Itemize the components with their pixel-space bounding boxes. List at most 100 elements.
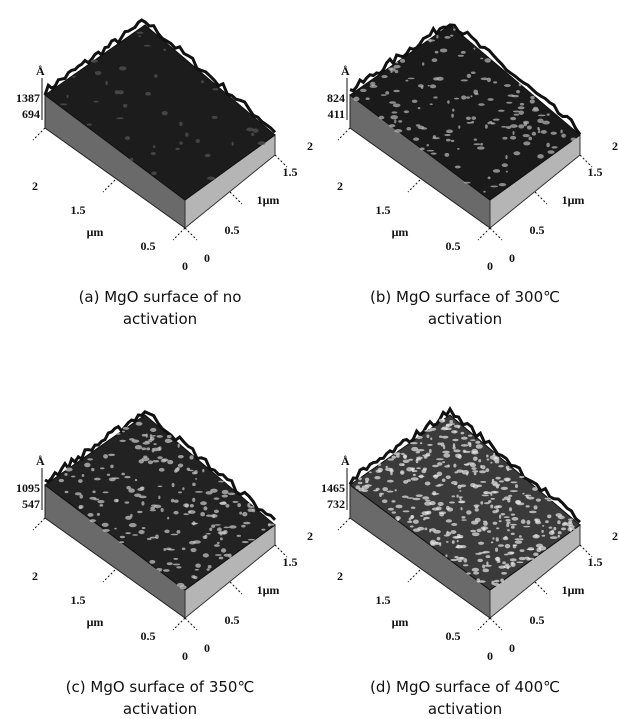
surface-grain	[430, 541, 435, 544]
surface-grain	[130, 514, 132, 517]
surface-grain	[454, 425, 461, 428]
z-unit: Å	[341, 454, 350, 468]
surface-grain	[478, 542, 484, 545]
surface-grain	[506, 522, 510, 524]
surface-grain	[457, 540, 459, 542]
surface-grain	[458, 500, 465, 503]
surface-grain	[390, 115, 398, 119]
surface-grain	[553, 527, 556, 531]
surface-grain	[65, 491, 69, 493]
z-unit: Å	[36, 454, 45, 468]
surface-grain	[443, 453, 450, 458]
surface-grain	[471, 521, 478, 525]
surface-grain	[207, 176, 215, 179]
surface-grain	[471, 449, 478, 454]
surface-grain	[486, 555, 491, 558]
surface-grain	[486, 455, 489, 458]
surface-grain	[560, 130, 562, 134]
surface-grain	[149, 560, 155, 564]
surface-grain	[544, 498, 550, 500]
surface-grain	[411, 506, 415, 509]
surface-grain	[124, 476, 130, 478]
surface-grain	[510, 481, 517, 483]
surface-grain	[237, 535, 241, 537]
surface-grain	[163, 548, 166, 551]
surface-grain	[413, 520, 419, 524]
surface-grain	[190, 548, 196, 552]
surface-grain	[93, 498, 99, 500]
surface-grain	[527, 497, 535, 500]
surface-grain	[241, 525, 245, 528]
surface-grain	[413, 474, 416, 476]
surface-grain	[171, 534, 179, 536]
afm-panel: Å109554721.5μm0.5000.51μm1.52(c) MgO sur…	[16, 412, 313, 718]
surface-grain	[571, 137, 577, 141]
surface-grain	[145, 441, 153, 443]
surface-grain	[214, 524, 221, 526]
surface-grain	[561, 527, 566, 530]
surface-grain	[102, 523, 109, 527]
surface-grain	[435, 542, 439, 544]
surface-grain	[427, 150, 435, 152]
surface-grain	[447, 100, 450, 104]
surface-grain	[176, 566, 181, 568]
surface-grain	[555, 513, 562, 517]
surface-grain	[422, 496, 429, 499]
surface-grain	[122, 430, 125, 432]
surface-grain	[542, 525, 544, 527]
surface-grain	[460, 432, 464, 435]
surface-grain	[446, 424, 450, 427]
surface-grain	[488, 500, 492, 503]
surface-grain	[499, 515, 501, 519]
surface-grain	[433, 135, 436, 138]
surface-grain	[454, 431, 456, 433]
surface-grain	[447, 507, 453, 511]
surface-grain	[360, 89, 367, 92]
surface-grain	[138, 530, 144, 534]
surface-grain	[429, 501, 435, 505]
surface-grain	[378, 463, 382, 466]
surface-grain	[519, 83, 522, 86]
surface-grain	[487, 122, 489, 125]
surface-grain	[173, 564, 180, 566]
surface-grain	[173, 558, 178, 560]
left-tick-label: μm	[87, 225, 104, 239]
surface-grain	[119, 66, 127, 70]
afm-panel: Å146573221.5μm0.5000.51μm1.52(d) MgO sur…	[321, 409, 618, 718]
surface-grain	[140, 487, 144, 491]
surface-grain	[478, 580, 486, 583]
surface-grain	[242, 512, 247, 516]
right-tick-label: 2	[307, 529, 313, 543]
surface-grain	[425, 500, 431, 502]
surface-grain	[447, 464, 449, 466]
surface-grain	[188, 470, 194, 472]
surface-grain	[208, 565, 212, 569]
surface-grain	[513, 151, 520, 155]
surface-grain	[430, 103, 433, 105]
surface-grain	[212, 116, 218, 119]
surface-grain	[439, 512, 444, 516]
caption: activation	[428, 310, 502, 328]
surface-grain	[194, 470, 198, 474]
surface-grain	[395, 70, 399, 74]
surface-grain	[423, 518, 426, 520]
surface-grain	[536, 498, 541, 501]
caption: activation	[123, 700, 197, 718]
surface-grain	[214, 510, 219, 514]
surface-grain	[392, 511, 396, 513]
surface-grain	[458, 55, 464, 57]
surface-grain	[188, 510, 196, 514]
surface-grain	[439, 419, 445, 423]
surface-grain	[205, 154, 211, 158]
surface-grain	[454, 98, 459, 100]
surface-grain	[207, 568, 210, 570]
surface-grain	[558, 535, 561, 538]
surface-grain	[524, 494, 531, 496]
caption: activation	[428, 700, 502, 718]
surface-grain	[464, 463, 470, 465]
surface-grain	[435, 51, 439, 54]
surface-grain	[430, 437, 432, 440]
surface-grain	[523, 526, 530, 528]
tick-dots	[338, 128, 350, 140]
surface-grain	[527, 125, 532, 129]
